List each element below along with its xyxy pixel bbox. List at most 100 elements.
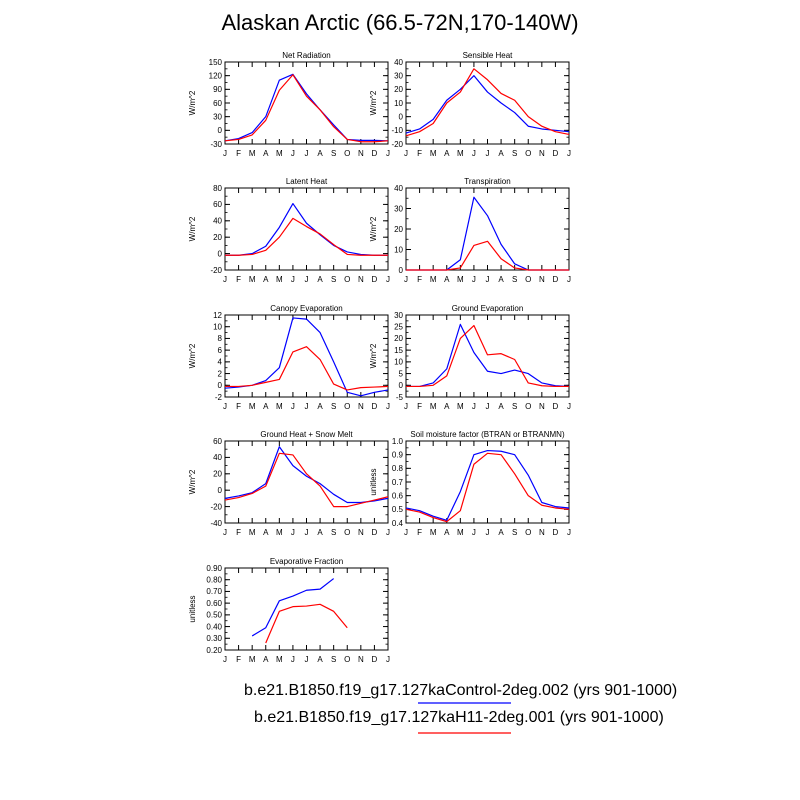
x-tick-label: J (291, 655, 295, 664)
y-tick-label: 0.4 (392, 519, 404, 528)
y-tick-label: 20 (394, 334, 403, 343)
x-tick-label: A (317, 528, 323, 537)
series-line-control (251, 578, 335, 637)
y-tick-label: 0.20 (206, 646, 222, 655)
y-tick-label: 30 (394, 71, 403, 80)
y-tick-label: 15 (394, 346, 403, 355)
x-tick-label: N (358, 149, 364, 158)
y-tick-label: 30 (213, 112, 222, 121)
legend-label-control: b.e21.B1850.f19_g17.127kaControl-2deg.00… (244, 682, 678, 699)
series-line-control (224, 317, 389, 397)
y-tick-label: 25 (394, 323, 403, 332)
x-tick-label: O (344, 528, 350, 537)
x-tick-label: F (236, 149, 241, 158)
x-tick-label: M (249, 402, 256, 411)
y-tick-label: 0.90 (206, 564, 222, 573)
x-tick-label: M (276, 528, 283, 537)
y-tick-label: 40 (394, 184, 403, 193)
y-tick-label: 8 (218, 334, 223, 343)
panel-8: Evaporative Fraction unitless 0.20 0.30 0.40… (188, 557, 390, 664)
y-tick-label: 40 (394, 58, 403, 67)
series-line-h11 (224, 452, 389, 508)
y-tick-label: 0 (399, 381, 404, 390)
x-tick-label: S (512, 275, 517, 284)
series-line-h11 (224, 74, 389, 143)
x-tick-label: S (512, 402, 517, 411)
series-line-control (405, 75, 570, 134)
x-tick-label: J (305, 655, 309, 664)
x-tick-label: J (223, 402, 227, 411)
x-tick-label: S (331, 149, 336, 158)
x-tick-label: J (223, 275, 227, 284)
x-tick-label: M (457, 275, 464, 284)
x-tick-label: J (386, 655, 390, 664)
x-tick-label: F (417, 275, 422, 284)
x-tick-label: M (276, 402, 283, 411)
y-tick-label: 0.30 (206, 634, 222, 643)
x-tick-label: A (317, 402, 323, 411)
y-tick-label: -2 (215, 393, 223, 402)
y-tick-label: 0 (218, 126, 223, 135)
x-tick-label: A (317, 655, 323, 664)
y-tick-label: 20 (394, 85, 403, 94)
x-tick-label: O (525, 402, 531, 411)
x-tick-label: N (358, 655, 364, 664)
x-tick-label: J (223, 528, 227, 537)
x-tick-label: J (291, 528, 295, 537)
series-line-h11 (405, 452, 570, 523)
y-tick-label: 20 (213, 470, 222, 479)
x-tick-label: A (263, 655, 269, 664)
x-tick-label: N (358, 402, 364, 411)
panel-title: Sensible Heat (463, 51, 514, 60)
y-tick-label: 10 (213, 323, 222, 332)
y-tick-label: 20 (213, 233, 222, 242)
x-tick-label: J (472, 528, 476, 537)
x-tick-label: J (291, 275, 295, 284)
panel-title: Canopy Evaporation (270, 304, 343, 313)
x-tick-label: D (372, 655, 378, 664)
x-tick-label: N (539, 149, 545, 158)
x-tick-label: A (444, 275, 450, 284)
y-tick-label: 12 (213, 311, 222, 320)
y-tick-label: 0.5 (392, 505, 404, 514)
plot-frame (224, 567, 389, 651)
x-tick-label: A (498, 528, 504, 537)
y-tick-label: 0.9 (392, 450, 404, 459)
y-axis-label: W/m^2 (188, 343, 197, 368)
panel-title: Transpiration (464, 177, 510, 186)
x-tick-label: O (344, 149, 350, 158)
series-line-control (406, 196, 569, 271)
y-tick-label: 150 (209, 58, 223, 67)
x-tick-label: N (539, 528, 545, 537)
y-tick-label: 0.7 (392, 478, 404, 487)
x-tick-label: J (223, 655, 227, 664)
y-tick-label: -10 (391, 126, 403, 135)
x-tick-label: J (386, 275, 390, 284)
x-tick-label: S (331, 528, 336, 537)
y-tick-label: 0.50 (206, 611, 222, 620)
plot-frame (224, 440, 389, 524)
x-tick-label: M (430, 528, 437, 537)
x-tick-label: A (263, 528, 269, 537)
y-tick-label: 60 (213, 437, 222, 446)
y-axis-label: unitless (369, 468, 378, 495)
x-tick-label: S (331, 402, 336, 411)
x-tick-label: F (236, 655, 241, 664)
x-tick-label: A (263, 402, 269, 411)
y-tick-label: 0 (218, 381, 223, 390)
y-axis-label: W/m^2 (369, 216, 378, 241)
series-line-control (406, 323, 570, 388)
x-tick-label: J (486, 149, 490, 158)
x-tick-label: F (236, 402, 241, 411)
x-tick-label: M (249, 275, 256, 284)
x-tick-label: M (457, 528, 464, 537)
y-tick-label: 30 (394, 311, 403, 320)
y-tick-label: -20 (210, 502, 222, 511)
y-tick-label: 0.40 (206, 622, 222, 631)
x-tick-label: J (404, 528, 408, 537)
x-tick-label: J (404, 149, 408, 158)
